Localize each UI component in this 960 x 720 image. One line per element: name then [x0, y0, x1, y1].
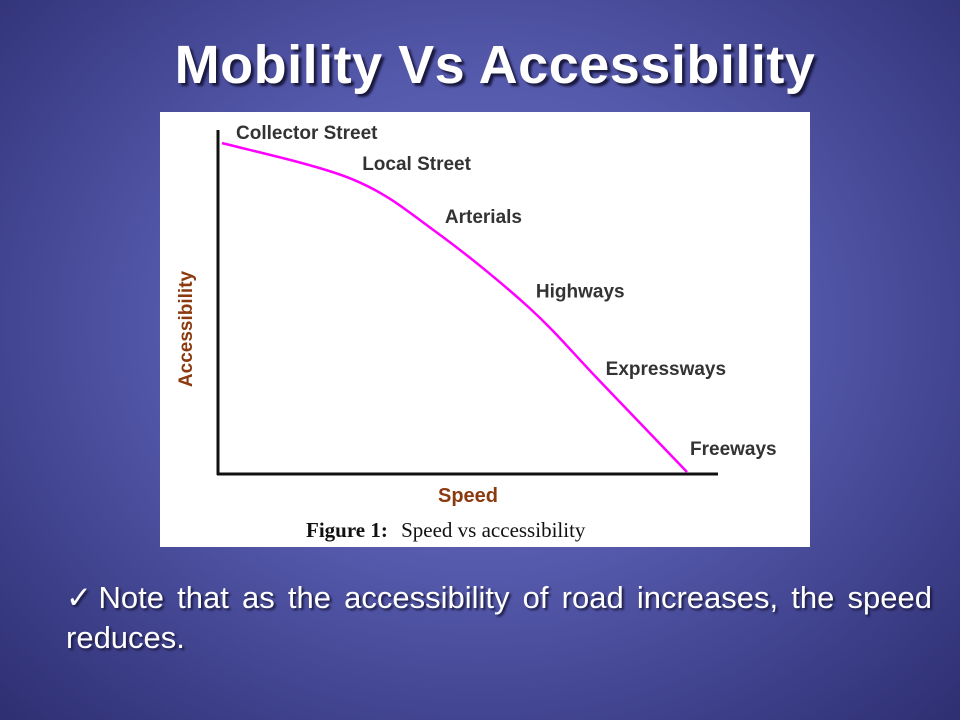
curve-line: [221, 141, 688, 473]
figure-caption-text: Speed vs accessibility: [401, 518, 586, 542]
point-label-expressways: Expressways: [606, 359, 726, 380]
point-label-freeways: Freeways: [690, 439, 777, 460]
point-label-collector-street: Collector Street: [236, 123, 378, 144]
x-axis-label: Speed: [438, 485, 498, 507]
figure-caption: Figure 1: Speed vs accessibility: [306, 518, 586, 542]
note-text-content: Note that as the accessibility of road i…: [66, 580, 932, 655]
speed-accessibility-chart: Collector Street Local Street Arterials Hig…: [176, 123, 777, 542]
checkmark-icon: ✓: [66, 580, 97, 615]
point-label-highways: Highways: [536, 282, 625, 303]
slide-title: Mobility Vs Accessibility: [174, 35, 816, 95]
y-axis-label: Accessibility: [176, 270, 197, 387]
point-label-arterials: Arterials: [445, 207, 522, 228]
point-label-local-street: Local Street: [362, 154, 471, 175]
note-text: ✓Note that as the accessibility of road …: [66, 578, 932, 658]
figure-caption-number: Figure 1:: [306, 518, 388, 542]
figure-panel: Collector Street Local Street Arterials Hig…: [160, 112, 810, 547]
